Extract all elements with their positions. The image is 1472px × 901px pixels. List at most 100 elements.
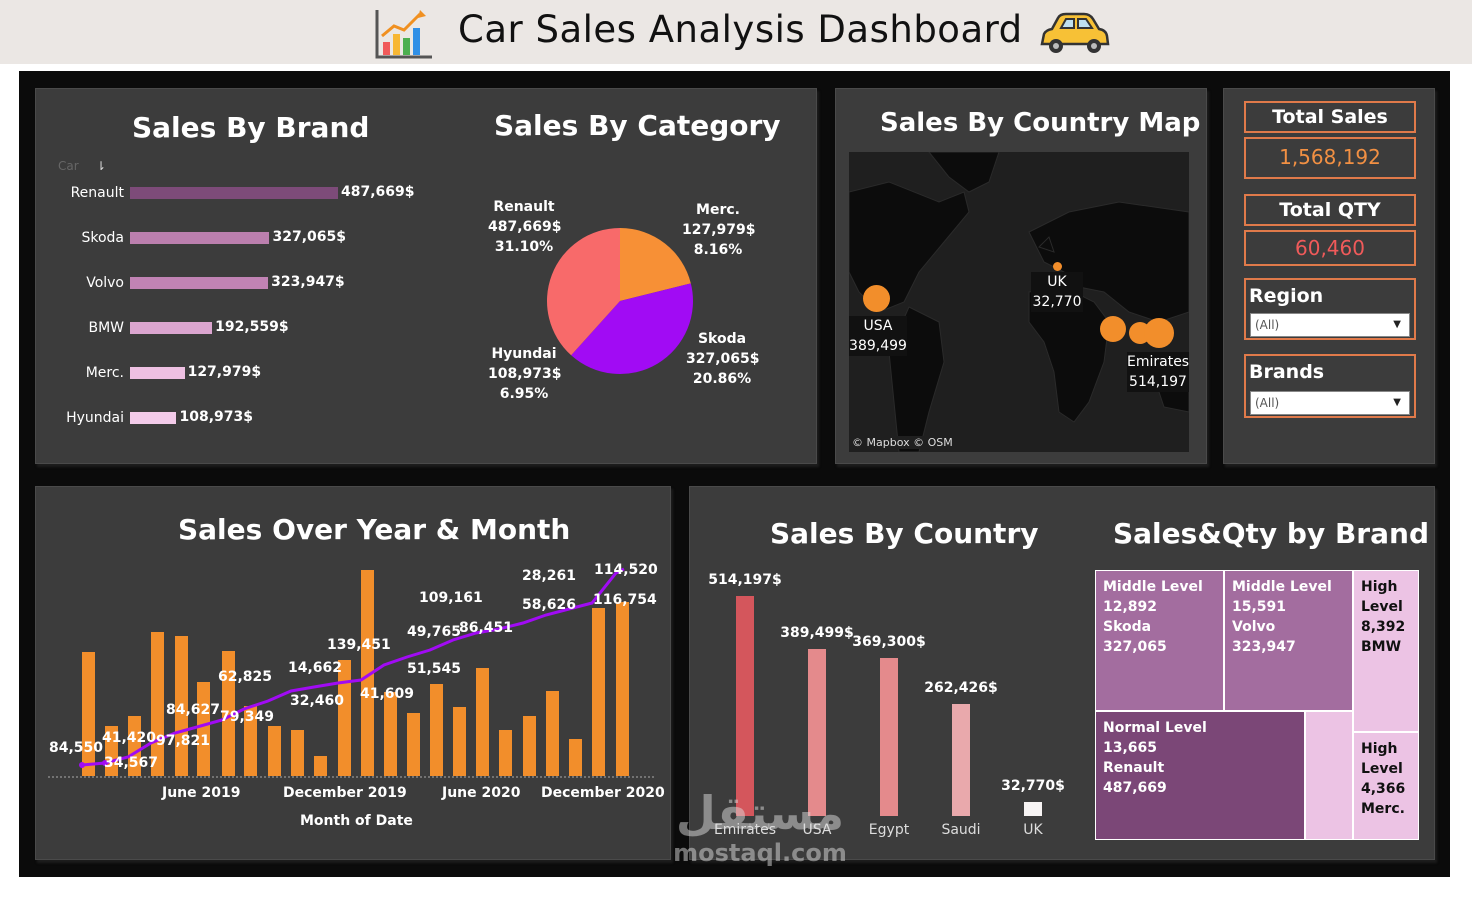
country-bar-value: 514,197$ <box>708 572 782 588</box>
world-map-shapes <box>849 152 1189 452</box>
country-bar[interactable] <box>1024 801 1042 816</box>
brand-bar-value: 487,669$ <box>341 184 415 200</box>
watermark: مستقل mostaql.com <box>650 787 870 867</box>
country-bar[interactable] <box>736 596 754 816</box>
timeline-bar[interactable] <box>384 692 397 776</box>
country-bar-value: 32,770$ <box>1001 777 1065 794</box>
brand-bar-label: Skoda <box>81 230 124 246</box>
brands-category-dropdown-value: (All) <box>1255 396 1280 410</box>
treemap-cell-volvo[interactable]: Middle Level 15,591 Volvo 323,947 <box>1225 571 1352 710</box>
treemap-cell-skoda[interactable]: Middle Level 12,892 Skoda 327,065 <box>1096 571 1223 710</box>
timeline-bar[interactable] <box>361 570 374 776</box>
timeline-bar[interactable] <box>222 651 235 776</box>
map-label-uk: UK 32,770 <box>1031 272 1083 312</box>
timeline-line-point[interactable] <box>102 760 108 766</box>
country-bar[interactable] <box>808 649 826 816</box>
treemap-cell-renault[interactable]: Normal Level 13,665 Renault 487,669 <box>1096 712 1304 839</box>
timeline-bar[interactable] <box>197 682 210 776</box>
timeline-bar[interactable] <box>592 608 605 776</box>
treemap-cell-bmw[interactable]: High Level 8,392 BMW <box>1354 571 1418 731</box>
timeline-bar[interactable] <box>476 668 489 776</box>
country-bar[interactable] <box>880 657 898 816</box>
sort-icon[interactable]: ⇂ <box>96 159 107 173</box>
brand-bar[interactable] <box>130 187 338 199</box>
timeline-data-label: 86,451 <box>459 620 514 636</box>
region-dropdown[interactable]: (All) ▼ <box>1250 313 1410 337</box>
map-credit[interactable]: © Mapbox © OSM <box>852 436 953 449</box>
country-treemap-panel: Sales By Country 514,197$ Emirates 389,499… <box>673 486 1435 867</box>
map-point-usa[interactable] <box>863 285 890 312</box>
timeline-data-label: 14,662 <box>288 660 343 676</box>
country-bar-label: Egypt <box>868 822 910 838</box>
timeline-bar[interactable] <box>314 756 327 776</box>
timeline-bar[interactable] <box>523 716 536 776</box>
timeline-data-label: 41,420 <box>102 730 157 746</box>
timeline-bar[interactable] <box>453 707 466 776</box>
pie-slice-value: 487,669$ <box>488 219 562 235</box>
treemap-cell-merc[interactable]: High Level 4,366 Merc. <box>1354 733 1418 839</box>
pie-slice-name: Merc. <box>696 202 740 218</box>
timeline-bar[interactable] <box>338 660 351 776</box>
timeline-bar[interactable] <box>128 716 141 776</box>
treemap-cell-hyundai[interactable] <box>1306 712 1352 839</box>
country-bar-value: 262,426$ <box>924 679 998 696</box>
country-bar-value: 389,499$ <box>780 625 854 642</box>
timeline-data-label: 28,261 <box>522 568 577 584</box>
pie-slice-label: Merc. 127,979$ 8.16% <box>682 200 756 260</box>
timeline-bar[interactable] <box>616 602 629 776</box>
timeline-bar[interactable] <box>175 636 188 776</box>
map-area[interactable]: USA 389,499 UK 32,770 Emirates 514,197 © Ma… <box>849 152 1189 452</box>
sales-by-country-map-title: Sales By Country Map <box>880 108 1201 138</box>
brand-bar-value: 127,979$ <box>187 364 262 380</box>
timeline-data-label: 79,349 <box>220 709 275 725</box>
brand-bar[interactable] <box>130 412 177 424</box>
brand-bar-label: Hyundai <box>66 410 124 426</box>
brand-bar-value: 323,947$ <box>271 274 345 290</box>
timeline-bar[interactable] <box>499 730 512 776</box>
timeline-data-label: 49,765 <box>407 624 462 640</box>
pie-slice-pct: 6.95% <box>499 386 549 402</box>
brand-bar[interactable] <box>130 322 213 334</box>
brands-category-dropdown[interactable]: (All) ▼ <box>1250 391 1410 415</box>
country-bar-label: Emirates <box>713 822 777 838</box>
country-bar-value: 369,300$ <box>852 633 926 650</box>
brand-category-panel: Sales By Brand Car ⇂ Renault 487,669$ Skod… <box>35 88 817 464</box>
brand-bar-value: 327,065$ <box>272 229 346 245</box>
timeline-data-label: 139,451 <box>327 637 391 653</box>
pie-slice-skoda-hyundai[interactable] <box>571 283 693 374</box>
brand-bar[interactable] <box>130 232 270 244</box>
timeline-line[interactable] <box>81 567 625 767</box>
brand-bar[interactable] <box>130 277 269 289</box>
brand-bar[interactable] <box>130 367 185 379</box>
timeline-bar[interactable] <box>291 730 304 776</box>
dashboard-canvas: Sales By Brand Car ⇂ Renault 487,669$ Skod… <box>19 71 1450 877</box>
timeline-bar[interactable] <box>569 739 582 776</box>
timeline-bar[interactable] <box>430 684 443 776</box>
map-point-uk[interactable] <box>1053 262 1062 271</box>
brand-bar-label: Merc. <box>85 365 124 381</box>
timeline-bar[interactable] <box>407 713 420 776</box>
timeline-bar[interactable] <box>268 726 281 776</box>
pie-slice-renault[interactable] <box>547 228 620 356</box>
pie-slice-pct: 8.16% <box>693 242 743 258</box>
region-dropdown-value: (All) <box>1255 318 1280 332</box>
timeline-data-label: 51,545 <box>407 661 462 677</box>
total-sales-label: Total Sales <box>1272 106 1388 128</box>
pie-slice-name: Skoda <box>697 331 747 347</box>
timeline-bar[interactable] <box>546 691 559 776</box>
timeline-x-title: Month of Date <box>300 813 413 829</box>
pie-slice-value: 327,065$ <box>686 351 760 367</box>
pie-slice-merc[interactable] <box>620 228 691 301</box>
timeline-x-tick: June 2019 <box>162 785 241 801</box>
map-point-egypt[interactable] <box>1100 316 1126 342</box>
total-sales-label-box: Total Sales <box>1244 101 1416 133</box>
dropdown-arrow-icon[interactable]: ▼ <box>1393 397 1401 408</box>
timeline-bar[interactable] <box>82 652 95 776</box>
timeline-bar[interactable] <box>244 706 257 776</box>
timeline-line-point[interactable] <box>79 762 85 768</box>
map-point-emirates[interactable] <box>1144 318 1174 348</box>
watermark-arabic: مستقل <box>675 786 845 840</box>
dropdown-arrow-icon[interactable]: ▼ <box>1393 319 1401 330</box>
country-bar[interactable] <box>952 703 970 816</box>
treemap: Middle Level 12,892 Skoda 327,065 Middle… <box>1095 570 1419 840</box>
